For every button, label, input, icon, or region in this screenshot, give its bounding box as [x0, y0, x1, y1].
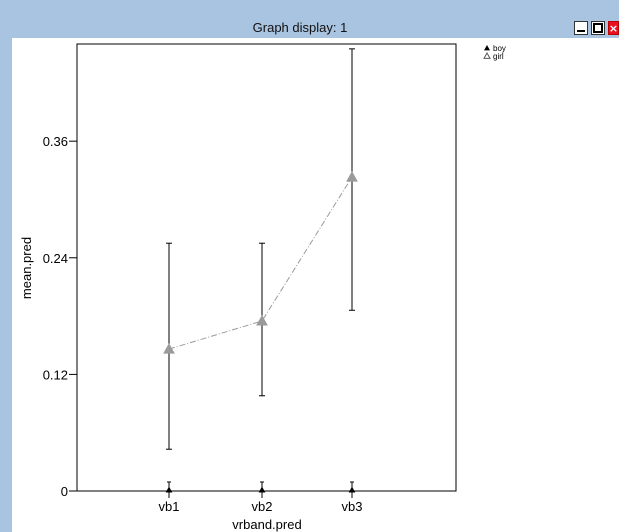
- close-icon: ×: [608, 21, 619, 35]
- minimize-icon: [577, 29, 585, 32]
- y-tick-label: 0.12: [43, 367, 68, 382]
- x-axis: vb1 vb2 vb3: [159, 491, 363, 514]
- legend-label: girl: [493, 52, 504, 61]
- y-tick-label: 0.36: [43, 134, 68, 149]
- plot-frame: [76, 43, 457, 492]
- x-tick-label: vb2: [252, 499, 273, 514]
- marker-girl: [256, 314, 268, 326]
- maximize-icon: [593, 23, 603, 33]
- marker-girl: [163, 343, 175, 354]
- markers: [163, 171, 358, 493]
- legend-marker-boy: [484, 45, 490, 51]
- close-button[interactable]: ×: [608, 21, 619, 35]
- chart: 0 0.12 0.24 0.36 vb1 vb2 vb3 mean.pred vrband…: [19, 43, 506, 532]
- x-tick-label: vb1: [159, 499, 180, 514]
- marker-boy: [165, 486, 173, 493]
- y-tick-label: 0.24: [43, 251, 68, 266]
- x-tick-label: vb3: [342, 499, 363, 514]
- marker-boy: [348, 486, 356, 493]
- title-bar[interactable]: Graph display: 1 ×: [0, 0, 619, 38]
- legend-marker-girl: [483, 51, 491, 59]
- y-axis-label: mean.pred: [19, 237, 34, 299]
- minimize-button[interactable]: [574, 21, 588, 35]
- graph-area: 0 0.12 0.24 0.36 vb1 vb2 vb3 mean.pred vrband…: [12, 38, 619, 532]
- y-axis: 0 0.12 0.24 0.36: [43, 134, 77, 499]
- y-tick-label: 0: [61, 484, 68, 499]
- legend-label: boy: [493, 44, 506, 53]
- series-lines: [168, 176, 353, 350]
- window-title: Graph display: 1: [252, 20, 348, 35]
- marker-girl: [346, 171, 358, 182]
- maximize-button[interactable]: [591, 21, 605, 35]
- marker-boy: [258, 486, 266, 493]
- x-axis-label: vrband.pred: [232, 517, 301, 532]
- error-bars: [166, 48, 355, 491]
- series-line-girl: [168, 176, 353, 350]
